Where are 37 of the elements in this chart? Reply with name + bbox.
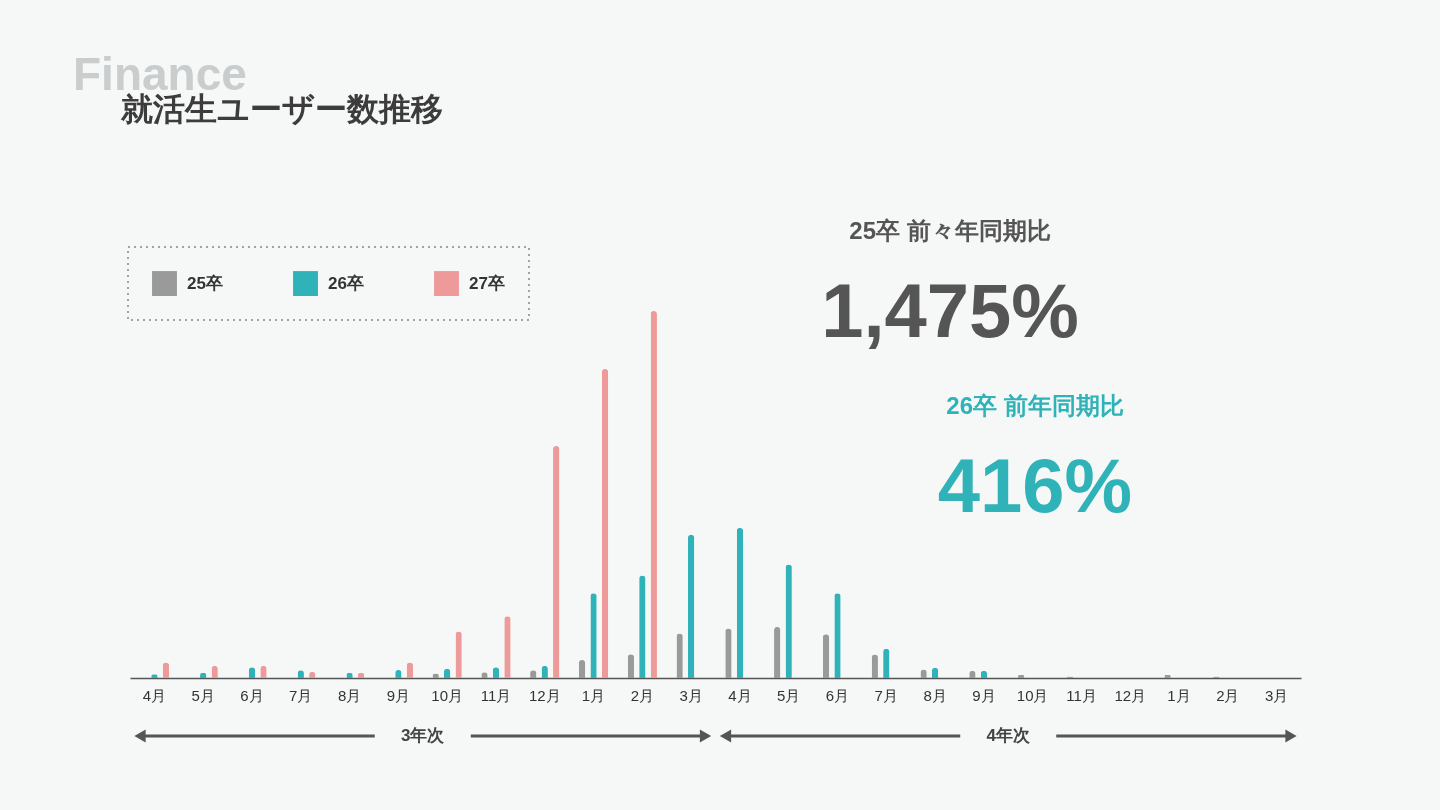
x-tick-label: 5月 bbox=[777, 686, 801, 704]
annotation: 1,475% bbox=[821, 268, 1079, 353]
x-tick-label: 4月 bbox=[728, 686, 752, 704]
x-tick-label: 7月 bbox=[874, 686, 898, 704]
legend-label: 25卒 bbox=[187, 273, 223, 293]
x-tick-label: 5月 bbox=[191, 686, 215, 704]
text: 25卒 前々年同期比 bbox=[849, 217, 1051, 244]
text: 3年次 bbox=[401, 726, 446, 745]
x-tick-label: 9月 bbox=[972, 686, 996, 704]
legend-label: 27卒 bbox=[469, 273, 505, 293]
bar bbox=[601, 368, 609, 678]
x-tick-label: 4月 bbox=[142, 686, 167, 704]
x-tick-label: 2月 bbox=[630, 686, 654, 704]
bar bbox=[822, 634, 830, 678]
x-tick-label: 6月 bbox=[240, 686, 264, 704]
x-tick-label: 12月 bbox=[528, 686, 561, 704]
x-tick-label: 9月 bbox=[386, 686, 411, 704]
x-tick-label: 12月 bbox=[1114, 686, 1147, 704]
x-tick-label: 10月 bbox=[431, 686, 463, 704]
x-tick-label: 1月 bbox=[581, 686, 606, 704]
annotation: 416% bbox=[937, 443, 1133, 528]
x-tick-label: 1月 bbox=[1167, 686, 1191, 704]
x-tick-label: 11月 bbox=[480, 686, 512, 704]
x-tick-label: 3月 bbox=[1264, 686, 1289, 704]
bar bbox=[687, 534, 695, 678]
x-tick-label: 6月 bbox=[825, 686, 850, 704]
bar bbox=[736, 527, 744, 678]
legend-label: 26卒 bbox=[328, 273, 364, 293]
x-tick-label: 10月 bbox=[1016, 686, 1049, 704]
x-tick-label: 8月 bbox=[923, 686, 947, 704]
x-tick-label: 11月 bbox=[1066, 686, 1097, 704]
x-tick-label: 2月 bbox=[1216, 686, 1240, 704]
x-tick-label: 3月 bbox=[679, 686, 703, 704]
x-tick-label: 8月 bbox=[337, 686, 362, 704]
x-tick-label: 7月 bbox=[289, 686, 313, 704]
annotation: 26卒 前年同期比 bbox=[946, 392, 1124, 419]
text: 4年次 bbox=[986, 726, 1031, 745]
